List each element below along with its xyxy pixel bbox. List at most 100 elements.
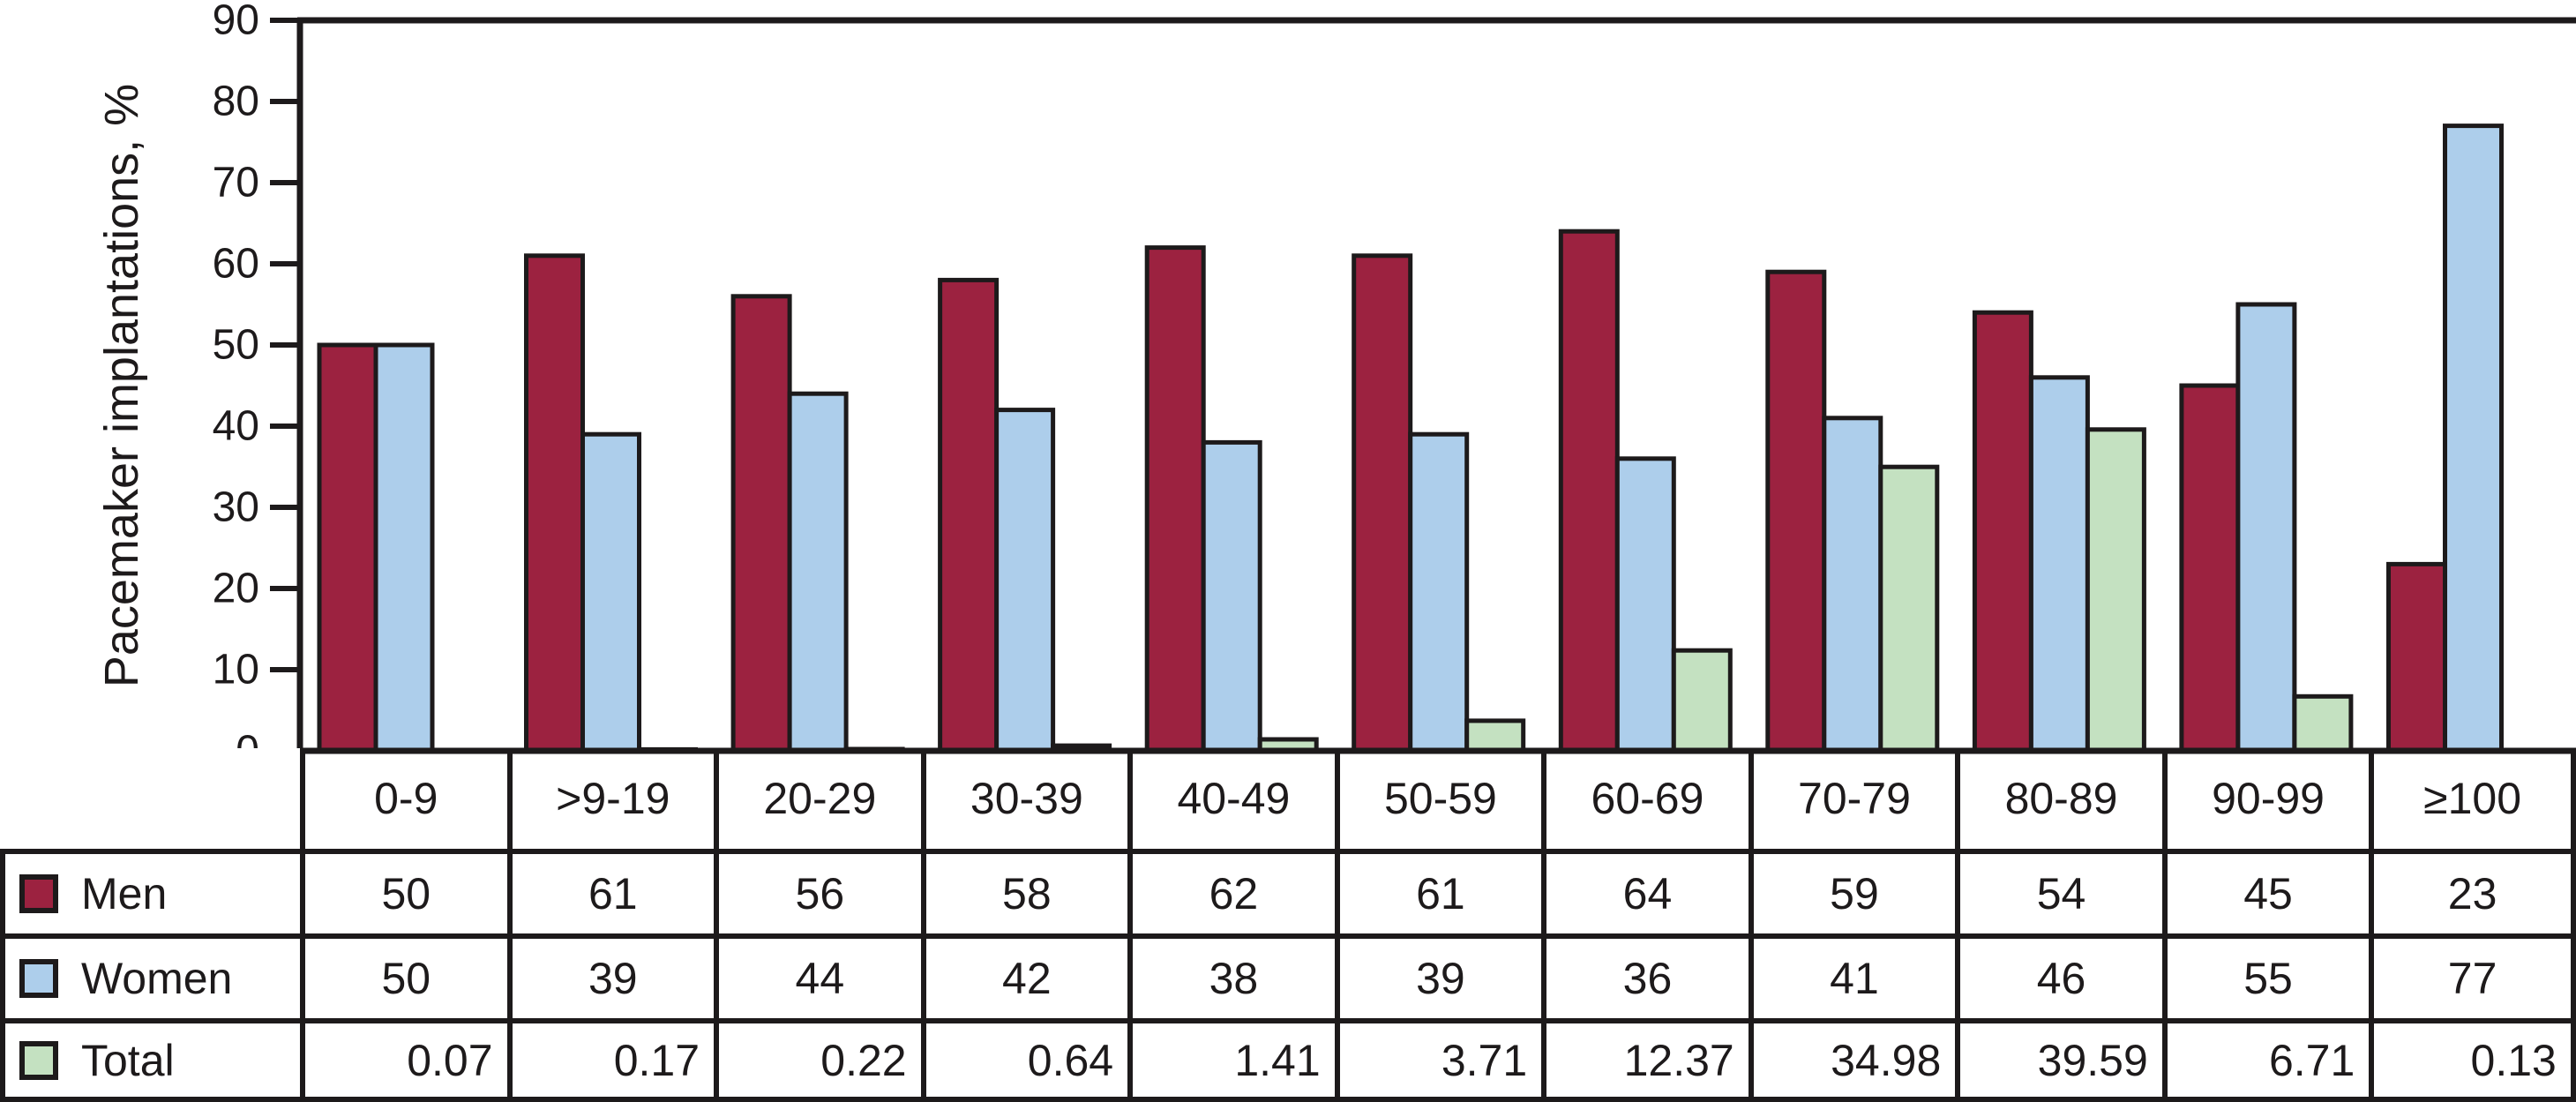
category-header-5: 50-59 (1334, 748, 1542, 849)
bar-men-9 (2179, 383, 2241, 753)
cell-total-6: 12.37 (1541, 1023, 1749, 1097)
bar-men-1 (524, 253, 585, 753)
cell-women-4: 38 (1127, 939, 1335, 1018)
bar-men-6 (1558, 229, 1620, 753)
bar-women-3 (994, 408, 1056, 753)
cell-men-2: 56 (714, 854, 921, 933)
table-header-row: 0-9 >9-19 20-29 30-39 40-49 50-59 60-69 70-79 80… (0, 748, 2576, 849)
legend-swatch-women (19, 959, 58, 998)
cell-men-9: 45 (2161, 854, 2370, 933)
y-tick-label: 90 (213, 0, 259, 44)
table-row-women: Women 50 39 44 42 38 39 36 41 46 55 77 (0, 933, 2576, 1018)
y-axis-title: Pacemaker implantations, % (95, 84, 148, 687)
cell-women-5: 39 (1334, 939, 1542, 1018)
cell-total-0: 0.07 (300, 1023, 507, 1097)
category-header-8: 80-89 (1955, 748, 2162, 849)
y-tick-label: 30 (213, 484, 259, 531)
bar-men-0 (317, 342, 378, 753)
bar-women-0 (373, 342, 435, 753)
cell-men-6: 64 (1541, 854, 1749, 933)
cell-men-4: 62 (1127, 854, 1335, 933)
bar-total-6 (1671, 648, 1733, 753)
y-tick-label: 50 (213, 322, 259, 369)
bar-total-5 (1464, 718, 1526, 753)
legend-cell-men: Men (0, 854, 300, 933)
y-tick-label: 70 (213, 160, 259, 206)
category-header-0: 0-9 (300, 748, 507, 849)
cell-total-10: 0.13 (2369, 1023, 2576, 1097)
legend-label-total: Total (81, 1035, 175, 1085)
bar-men-8 (1972, 310, 2033, 753)
bar-men-3 (938, 277, 1000, 753)
bar-chart: Pacemaker implantations, % 0102030405060… (95, 0, 2576, 759)
cell-men-3: 58 (920, 854, 1128, 933)
cell-men-0: 50 (300, 854, 507, 933)
bar-women-7 (1822, 416, 1883, 753)
cell-total-2: 0.22 (714, 1023, 921, 1097)
bar-women-10 (2443, 124, 2504, 753)
bar-total-8 (2085, 427, 2146, 753)
table-row-total: Total 0.07 0.17 0.22 0.64 1.41 3.71 12.37 34.98 3… (0, 1018, 2576, 1102)
cell-total-7: 34.98 (1748, 1023, 1956, 1097)
cell-women-6: 36 (1541, 939, 1749, 1018)
category-header-4: 40-49 (1127, 748, 1335, 849)
y-tick-label: 20 (213, 566, 259, 612)
ghost-cell (0, 748, 300, 849)
bar-total-7 (1878, 464, 1940, 753)
table-row-men: Men 50 61 56 58 62 61 64 59 54 45 23 (0, 849, 2576, 933)
data-table: 0-9 >9-19 20-29 30-39 40-49 50-59 60-69 70-79 80… (0, 748, 2576, 1102)
bar-men-5 (1352, 253, 1413, 753)
y-tick-label: 80 (213, 79, 259, 125)
bar-men-10 (2386, 561, 2447, 753)
cell-total-9: 6.71 (2161, 1023, 2370, 1097)
cell-total-1: 0.17 (506, 1023, 715, 1097)
cell-men-1: 61 (506, 854, 715, 933)
cell-women-2: 44 (714, 939, 921, 1018)
bar-women-4 (1201, 439, 1262, 753)
cell-total-3: 0.64 (920, 1023, 1128, 1097)
bar-men-7 (1765, 269, 1827, 753)
bar-women-6 (1614, 456, 1676, 753)
cell-men-5: 61 (1334, 854, 1542, 933)
legend-cell-women: Women (0, 939, 300, 1018)
cell-men-10: 23 (2369, 854, 2576, 933)
category-header-2: 20-29 (714, 748, 921, 849)
y-tick-label: 10 (213, 647, 259, 693)
cell-women-0: 50 (300, 939, 507, 1018)
cell-women-3: 42 (920, 939, 1128, 1018)
bar-men-4 (1144, 245, 1206, 753)
bar-women-1 (580, 431, 641, 753)
cell-total-8: 39.59 (1955, 1023, 2162, 1097)
category-header-10: ≥100 (2369, 748, 2576, 849)
legend-cell-total: Total (0, 1023, 300, 1097)
y-tick-label: 40 (213, 403, 259, 450)
bar-women-8 (2028, 375, 2090, 753)
bar-men-2 (730, 294, 792, 753)
cell-total-5: 3.71 (1334, 1023, 1542, 1097)
bar-women-5 (1408, 431, 1470, 753)
category-header-6: 60-69 (1541, 748, 1749, 849)
legend-label-women: Women (81, 954, 233, 1003)
category-header-7: 70-79 (1748, 748, 1956, 849)
legend-label-men: Men (81, 869, 168, 918)
cell-women-8: 46 (1955, 939, 2162, 1018)
bars-group (317, 124, 2504, 753)
category-header-1: >9-19 (506, 748, 715, 849)
cell-men-8: 54 (1955, 854, 2162, 933)
cell-women-1: 39 (506, 939, 715, 1018)
bar-women-9 (2235, 302, 2297, 753)
cell-women-10: 77 (2369, 939, 2576, 1018)
cell-women-9: 55 (2161, 939, 2370, 1018)
category-header-3: 30-39 (920, 748, 1128, 849)
category-header-9: 90-99 (2161, 748, 2370, 849)
legend-swatch-men (19, 874, 58, 913)
bar-total-9 (2292, 693, 2354, 753)
cell-total-4: 1.41 (1127, 1023, 1335, 1097)
bar-women-2 (787, 391, 849, 753)
y-tick-label: 60 (213, 241, 259, 288)
legend-swatch-total (19, 1040, 58, 1080)
cell-women-7: 41 (1748, 939, 1956, 1018)
cell-men-7: 59 (1748, 854, 1956, 933)
